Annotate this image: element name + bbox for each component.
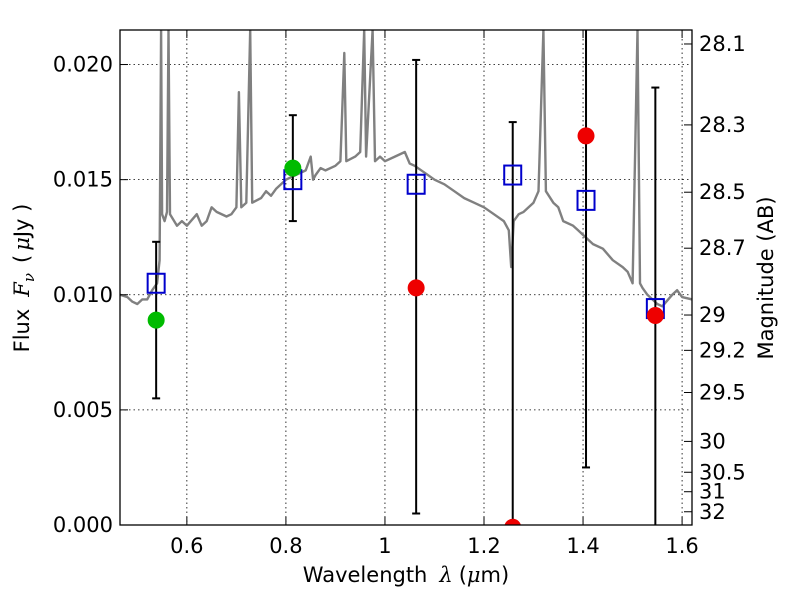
x-ticks: 0.6 0.8 1 1.2 1.4 1.6 (170, 30, 699, 558)
observed-point (147, 311, 165, 329)
magnitude-tick-label: 29.5 (699, 381, 746, 405)
magnitude-tick-label: 29.2 (699, 338, 746, 362)
magnitude-tick-label: 28.7 (699, 236, 746, 260)
y-tick-label: 0.005 (53, 398, 113, 422)
observed-point (407, 279, 425, 297)
x-tick-label: 1.4 (566, 534, 599, 558)
model-sed-marker (406, 173, 426, 195)
magnitude-tick-label: 28.1 (699, 32, 746, 56)
y-tick-label: 0.020 (53, 53, 113, 77)
y-axis-label: FluxFν(μJy ) (10, 204, 38, 353)
magnitude-tick-label: 30.5 (699, 460, 746, 484)
x-axis-label: Wavelength λ (μm) (303, 563, 509, 587)
observed-point (577, 127, 595, 145)
plot-area (120, 30, 692, 525)
observed-point (284, 159, 302, 177)
model-sed-marker (576, 189, 596, 211)
template-spectrum-line (120, 30, 692, 308)
observed-points-group (147, 127, 664, 525)
x-tick-label: 1.6 (665, 534, 698, 558)
magnitude-tick-label: 28.3 (699, 113, 746, 137)
x-tick-label: 1.2 (467, 534, 500, 558)
magnitude-tick-label: 31 (699, 480, 726, 504)
y-tick-label: 0.010 (53, 283, 113, 307)
magnitude-tick-label: 28.5 (699, 180, 746, 204)
y-ticks: 0.000 0.005 0.010 0.015 0.020 (53, 53, 128, 537)
x-tick-label: 0.8 (269, 534, 302, 558)
observed-point (646, 306, 664, 324)
y-tick-label: 0.015 (53, 168, 113, 192)
y2-axis-label: Magnitude (AB) (754, 196, 778, 359)
x-tick-label: 0.6 (170, 534, 203, 558)
magnitude-tick-label: 32 (699, 500, 726, 524)
observed-point (504, 518, 521, 525)
model-sed-marker (503, 164, 523, 186)
template-spectrum-group (120, 30, 692, 308)
y-tick-label: 0.000 (53, 513, 113, 537)
x-tick-label: 1 (378, 534, 391, 558)
magnitude-tick-label: 30 (699, 429, 726, 453)
plot-frame (119, 29, 693, 526)
grid (120, 30, 692, 526)
model-sed-marker (146, 272, 166, 294)
magnitude-tick-label: 29 (699, 303, 726, 327)
